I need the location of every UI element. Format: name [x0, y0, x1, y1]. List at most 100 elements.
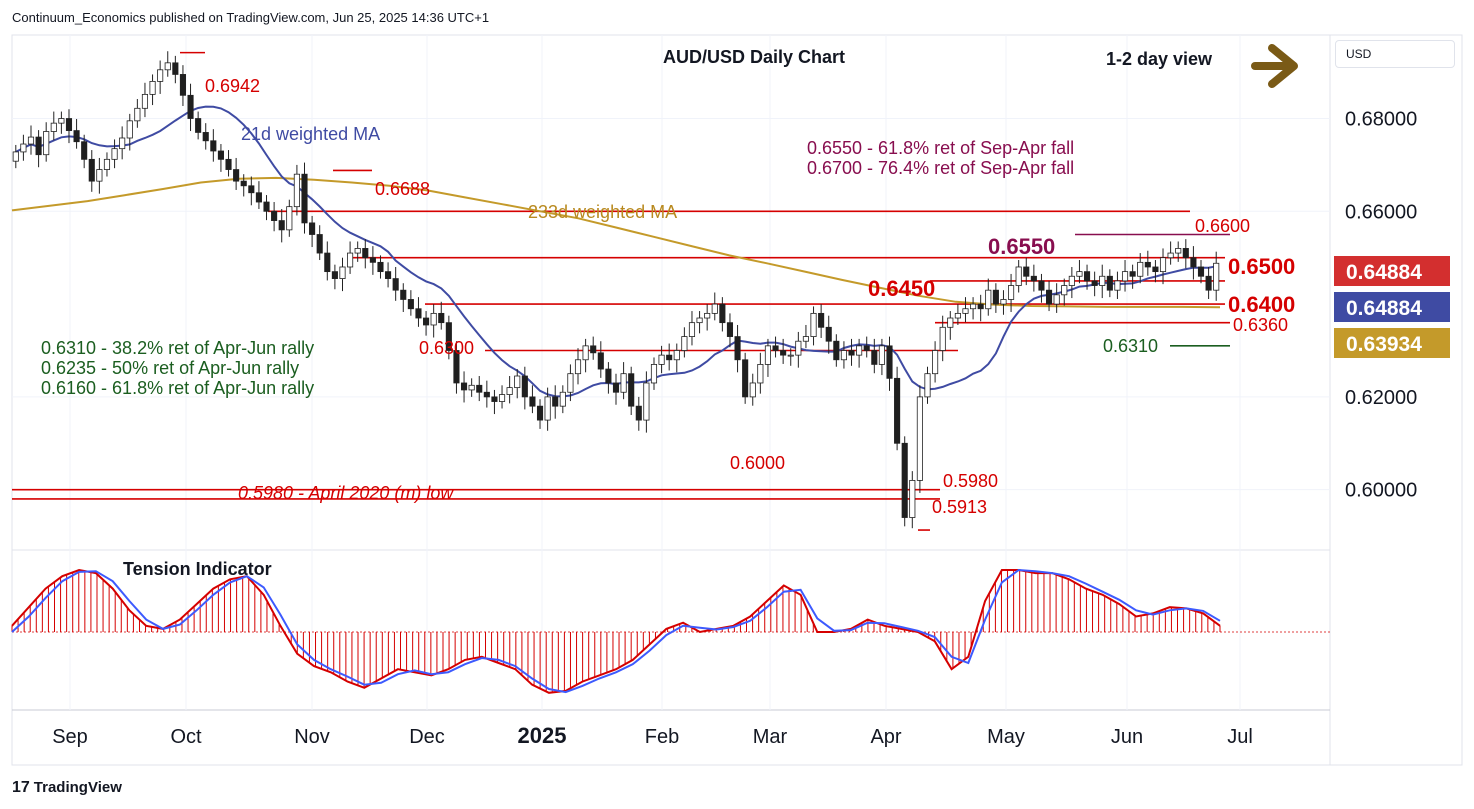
candle-body	[354, 248, 361, 254]
candle-body	[134, 107, 141, 122]
candle-body	[856, 345, 863, 356]
candle-body	[597, 352, 604, 370]
candle-body	[35, 136, 42, 156]
candle-body	[643, 382, 650, 421]
candle-body	[179, 74, 187, 96]
indicator-line	[11, 568, 1221, 694]
candle-body	[582, 345, 589, 361]
candle-body	[742, 359, 749, 398]
x-tick-label: Apr	[870, 726, 901, 748]
candle-body	[894, 377, 901, 444]
brand-label: TradingView	[33, 779, 122, 796]
candle-body	[263, 201, 270, 212]
candle-body	[810, 312, 817, 337]
level-label-0.6000: 0.6000	[730, 453, 785, 473]
candle-body	[362, 248, 369, 259]
candle-body	[795, 340, 802, 356]
candle-body	[392, 278, 399, 291]
candle-body	[833, 340, 840, 361]
candle-body	[491, 396, 498, 402]
candle-body	[1137, 261, 1144, 277]
candle-body	[157, 69, 164, 82]
candle-body	[711, 303, 718, 314]
candle-body	[1152, 266, 1159, 273]
candle-body	[423, 317, 430, 326]
x-tick-label: Oct	[170, 726, 202, 748]
view-label: 1-2 day view	[1106, 49, 1213, 69]
level-label-0.6450: 0.6450	[868, 276, 935, 301]
currency-selector[interactable]: USD	[1335, 40, 1455, 68]
candle-body	[970, 303, 977, 310]
candle-body	[233, 169, 240, 182]
level-label-0.5980: 0.5980	[943, 471, 998, 491]
publisher-line: Continuum_Economics published on Trading…	[12, 10, 490, 25]
level-label-0.6310: 0.6310	[1103, 336, 1158, 356]
y-tick-label: 0.66000	[1345, 201, 1417, 223]
price-tag	[1334, 292, 1450, 322]
candle-body	[498, 394, 506, 402]
candle-body	[506, 387, 513, 395]
fib-annotation-2: 0.6700 - 76.4% ret of Sep-Apr fall	[807, 158, 1074, 178]
tension-indicator-pane	[11, 568, 1330, 694]
y-tick-label: 0.60000	[1345, 480, 1417, 502]
candle-body	[12, 151, 19, 162]
candle-body	[1008, 285, 1015, 300]
chart-frame	[11, 34, 1463, 766]
indicator-title: Tension Indicator	[123, 559, 272, 579]
ma21-label: 21d weighted MA	[241, 124, 380, 144]
candle-body	[301, 173, 308, 224]
candle-body	[149, 80, 156, 95]
candle-body	[43, 131, 50, 156]
candle-body	[924, 373, 931, 398]
candle-body	[840, 350, 847, 361]
level-label-0.6688: 0.6688	[375, 179, 430, 199]
candle-body	[20, 143, 27, 153]
candle-body	[172, 62, 179, 75]
candle-body	[977, 303, 984, 310]
price-tag-label: 0.63934	[1346, 333, 1422, 356]
candle-body	[726, 322, 734, 337]
candle-body	[688, 322, 696, 337]
level-label-0.6300: 0.6300	[419, 338, 474, 358]
level-lines	[12, 51, 1230, 531]
candle-body	[187, 94, 194, 119]
candle-body	[536, 405, 544, 421]
tradingview-brand[interactable]: 17 TradingView	[12, 779, 122, 797]
candle-body	[916, 396, 923, 481]
candle-body	[559, 391, 566, 407]
candle-body	[749, 382, 756, 398]
candle-body	[1213, 262, 1220, 291]
candle-body	[567, 373, 574, 393]
candle-body	[620, 373, 627, 393]
candle-body	[673, 350, 680, 361]
candle-body	[438, 312, 445, 324]
candle-body	[255, 192, 262, 203]
candle-body	[445, 322, 452, 351]
candle-body	[635, 405, 642, 421]
x-tick-label: Dec	[409, 726, 445, 748]
candle-body	[650, 364, 658, 384]
support-annotation-2: 0.6235 - 50% ret of Apr-Jun rally	[41, 358, 299, 378]
candle-body	[119, 137, 126, 150]
candle-body	[681, 336, 688, 351]
candle-body	[195, 118, 202, 133]
price-axis-labels: 0.68000 0.66000 0.62000 0.60000	[1345, 109, 1417, 502]
candle-body	[1121, 271, 1129, 282]
candle-body	[947, 317, 954, 328]
price-tag	[1334, 328, 1450, 358]
candle-body	[696, 317, 703, 324]
candle-body	[909, 480, 916, 518]
candle-body	[331, 271, 338, 279]
price-tag-label: 0.64884	[1346, 297, 1422, 320]
candle-body	[1068, 275, 1075, 286]
candle-body	[1197, 266, 1205, 277]
candle-body	[210, 140, 217, 152]
candle-body	[400, 289, 407, 300]
candle-body	[111, 148, 118, 160]
x-tick-label: Feb	[645, 726, 679, 748]
candle-body	[27, 136, 35, 145]
candle-body	[1167, 252, 1174, 259]
candle-body	[901, 442, 908, 518]
candle-body	[863, 345, 870, 351]
